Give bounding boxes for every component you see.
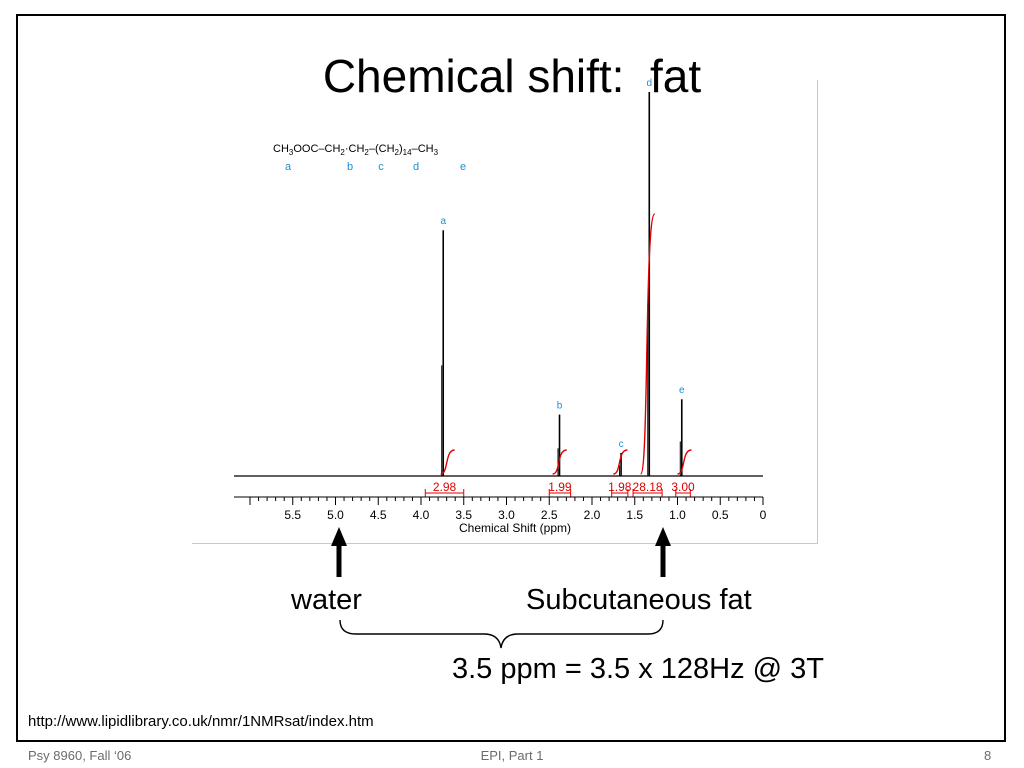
x-axis-title: Chemical Shift (ppm)	[459, 521, 571, 535]
slide-title: Chemical shift: fat	[322, 50, 702, 102]
integral-curve-4	[677, 449, 692, 475]
x-tick-label: 0	[760, 508, 767, 522]
formula-part: OOC–CH	[293, 143, 340, 155]
x-tick-label: 5.0	[327, 508, 344, 522]
x-tick-label: 3.0	[498, 508, 515, 522]
integral-value-3: 28.18	[633, 480, 663, 494]
footer-section: EPI, Part 1	[480, 748, 544, 763]
arrow-head-0	[331, 527, 347, 546]
formula-group-label-a: a	[285, 161, 292, 173]
formula-subscript: 2	[364, 148, 369, 157]
x-tick-label: 5.5	[284, 508, 301, 522]
integral-value-2: 1.98	[608, 480, 632, 494]
formula-group-label-d: d	[413, 161, 419, 173]
integral-curve-3	[640, 213, 656, 475]
formula-subscript: 3	[434, 148, 439, 157]
slide-frame	[16, 14, 1006, 742]
spectrum-panel	[192, 80, 818, 544]
integral-curve-0	[440, 449, 455, 475]
x-tick-label: 2.0	[584, 508, 601, 522]
curly-brace	[339, 619, 664, 649]
peak-label-e: e	[679, 385, 685, 396]
formula-part: –CH	[412, 143, 434, 155]
formula-group-label-e: e	[460, 161, 466, 173]
formula-group-label-c: c	[378, 161, 384, 173]
formula-subscript: 2	[340, 148, 345, 157]
integral-value-1: 1.99	[548, 480, 572, 494]
x-tick-label: 2.5	[541, 508, 558, 522]
integral-value-0: 2.98	[433, 480, 457, 494]
x-tick-label: 4.0	[413, 508, 430, 522]
formula-group-label-b: b	[347, 161, 353, 173]
footer-page-number: 8	[984, 748, 992, 763]
peak-label-c: c	[619, 439, 624, 450]
frequency-equation: 3.5 ppm = 3.5 x 128Hz @ 3T	[452, 653, 824, 685]
x-tick-label: 1.5	[626, 508, 643, 522]
molecule-formula: CH3OOC–CH2·CH2–(CH2)14–CH3	[273, 143, 439, 157]
peak-label-a: a	[440, 216, 446, 227]
peak-label-b: b	[557, 401, 563, 412]
water-label: water	[291, 584, 362, 616]
x-tick-label: 3.5	[455, 508, 472, 522]
formula-part: ·CH	[345, 143, 365, 155]
formula-part: )	[399, 143, 403, 155]
formula-subscript: 14	[403, 148, 412, 157]
integral-value-4: 3.00	[671, 480, 695, 494]
arrow-head-1	[655, 527, 671, 546]
formula-part: CH	[273, 143, 289, 155]
x-tick-label: 1.0	[669, 508, 686, 522]
footer-course: Psy 8960, Fall ‘06	[28, 748, 132, 763]
integral-curve-1	[552, 449, 567, 475]
peak-label-d: d	[647, 78, 653, 89]
x-tick-label: 0.5	[712, 508, 729, 522]
formula-part: –(CH	[369, 143, 395, 155]
integral-curve-2	[613, 449, 628, 475]
formula-subscript: 2	[395, 148, 400, 157]
x-tick-label: 4.5	[370, 508, 387, 522]
subcutaneous-fat-label: Subcutaneous fat	[526, 584, 752, 616]
formula-subscript: 3	[289, 148, 294, 157]
source-url: http://www.lipidlibrary.co.uk/nmr/1NMRsa…	[28, 713, 374, 730]
